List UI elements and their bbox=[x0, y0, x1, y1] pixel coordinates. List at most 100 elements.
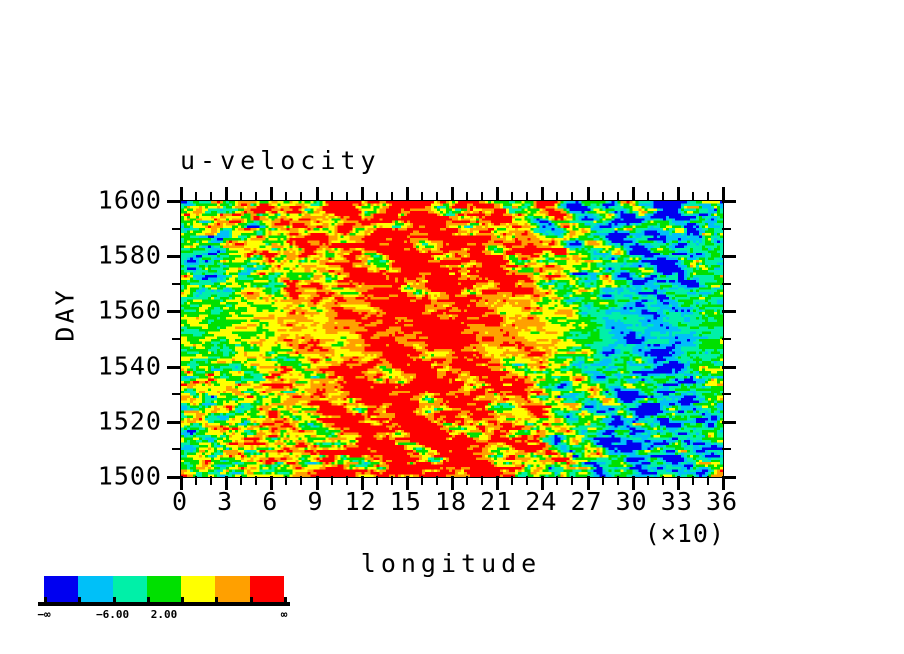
tick-mark bbox=[167, 476, 181, 479]
tick-mark bbox=[662, 476, 664, 485]
tick-mark bbox=[647, 476, 649, 485]
tick-mark bbox=[316, 476, 319, 490]
tick-mark bbox=[361, 476, 364, 490]
tick-mark bbox=[195, 476, 197, 485]
tick-mark bbox=[331, 476, 333, 485]
tick-mark bbox=[692, 192, 694, 201]
tick-mark bbox=[526, 476, 528, 485]
x-axis-label: longitude bbox=[360, 549, 542, 578]
tick-mark bbox=[556, 476, 558, 485]
tick-mark bbox=[722, 338, 731, 340]
tick-mark bbox=[210, 192, 212, 201]
colorbar-tick bbox=[181, 597, 185, 606]
tick-mark bbox=[180, 476, 183, 490]
heatmap-plot-area bbox=[180, 200, 724, 478]
tick-mark bbox=[421, 476, 423, 485]
tick-mark bbox=[391, 476, 393, 485]
tick-mark bbox=[722, 228, 731, 230]
colorbar-tick bbox=[112, 597, 116, 606]
tick-mark bbox=[172, 283, 181, 285]
tick-mark bbox=[481, 476, 483, 485]
tick-mark bbox=[722, 421, 736, 424]
colorbar-tick bbox=[284, 597, 287, 606]
tick-mark bbox=[647, 192, 649, 201]
tick-mark bbox=[722, 448, 731, 450]
colorbar-band bbox=[44, 576, 79, 602]
colorbar-tick bbox=[44, 597, 47, 606]
tick-mark bbox=[466, 192, 468, 201]
tick-mark bbox=[270, 476, 273, 490]
x-tick-label: 33 bbox=[660, 487, 693, 516]
tick-mark bbox=[466, 476, 468, 485]
tick-mark bbox=[496, 476, 499, 490]
colorbar-tick bbox=[146, 597, 150, 606]
tick-mark bbox=[285, 476, 287, 485]
tick-mark bbox=[662, 192, 664, 201]
y-tick-label: 1520 bbox=[97, 406, 162, 436]
colorbar-label: 2.00 bbox=[150, 608, 178, 621]
tick-mark bbox=[451, 476, 454, 490]
tick-mark bbox=[255, 192, 257, 201]
tick-mark bbox=[722, 366, 736, 369]
tick-mark bbox=[167, 366, 181, 369]
x-tick-label: 12 bbox=[344, 487, 377, 516]
x-tick-label: 30 bbox=[615, 487, 648, 516]
chart-title: u-velocity bbox=[180, 146, 381, 175]
tick-mark bbox=[451, 187, 454, 201]
colorbar-tick bbox=[249, 597, 253, 606]
tick-mark bbox=[571, 192, 573, 201]
tick-mark bbox=[331, 192, 333, 201]
tick-mark bbox=[722, 393, 731, 395]
x-tick-label: 0 bbox=[171, 487, 189, 516]
tick-mark bbox=[172, 448, 181, 450]
tick-mark bbox=[617, 476, 619, 485]
tick-mark bbox=[406, 187, 409, 201]
colorbar-band bbox=[112, 576, 147, 602]
heatmap-field bbox=[181, 201, 723, 477]
colorbar-band bbox=[215, 576, 250, 602]
tick-mark bbox=[481, 192, 483, 201]
tick-mark bbox=[346, 192, 348, 201]
x-tick-label: 36 bbox=[705, 487, 739, 516]
tick-mark bbox=[172, 228, 181, 230]
tick-mark bbox=[541, 476, 544, 490]
x-axis-multiplier: (×10) bbox=[644, 519, 725, 548]
tick-mark bbox=[632, 476, 635, 490]
tick-mark bbox=[300, 476, 302, 485]
tick-mark bbox=[722, 310, 736, 313]
tick-mark bbox=[722, 200, 736, 203]
colorbar-label: −6.00 bbox=[96, 608, 130, 621]
tick-mark bbox=[436, 192, 438, 201]
tick-mark bbox=[270, 187, 273, 201]
tick-mark bbox=[376, 476, 378, 485]
tick-mark bbox=[167, 200, 181, 203]
tick-mark bbox=[285, 192, 287, 201]
tick-mark bbox=[722, 476, 736, 479]
tick-mark bbox=[172, 393, 181, 395]
tick-mark bbox=[361, 187, 364, 201]
x-tick-label: 27 bbox=[570, 487, 603, 516]
tick-mark bbox=[677, 476, 680, 490]
tick-mark bbox=[167, 255, 181, 258]
x-tick-label: 9 bbox=[307, 487, 324, 516]
tick-mark bbox=[225, 187, 228, 201]
tick-mark bbox=[346, 476, 348, 485]
tick-mark bbox=[617, 192, 619, 201]
tick-mark bbox=[167, 310, 181, 313]
tick-mark bbox=[167, 421, 181, 424]
tick-mark bbox=[376, 192, 378, 201]
tick-mark bbox=[722, 255, 736, 258]
y-tick-label: 1540 bbox=[97, 351, 162, 381]
tick-mark bbox=[602, 476, 604, 485]
colorbar-label: −∞ bbox=[37, 608, 51, 621]
tick-mark bbox=[587, 476, 590, 490]
tick-mark bbox=[707, 476, 709, 485]
tick-mark bbox=[391, 192, 393, 201]
tick-mark bbox=[172, 338, 181, 340]
tick-mark bbox=[722, 476, 725, 490]
tick-mark bbox=[692, 476, 694, 485]
x-tick-label: 3 bbox=[217, 487, 234, 516]
x-tick-label: 24 bbox=[525, 487, 558, 516]
tick-mark bbox=[421, 192, 423, 201]
tick-mark bbox=[602, 192, 604, 201]
